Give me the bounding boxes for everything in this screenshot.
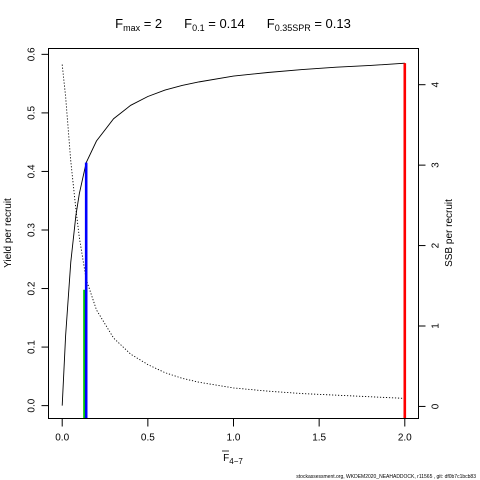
footer-note: stockassessment.org, WKDEM2020_NEAHADDOC… xyxy=(296,474,476,480)
y2-tick-label: 0 xyxy=(431,403,442,409)
title-fmax-value: = 2 xyxy=(140,16,162,31)
title-f035-value: = 0.13 xyxy=(311,16,351,31)
y2-tick-label: 2 xyxy=(431,242,442,248)
x-tick-label: 1.0 xyxy=(227,433,241,444)
y-axis-title: Yield per recruit xyxy=(3,198,14,268)
y-tick-label: 0.1 xyxy=(27,340,38,354)
yield-per-recruit-line xyxy=(61,62,405,406)
title-f01-sub: 0.1 xyxy=(192,23,205,33)
x-tick-label: 1.5 xyxy=(312,433,326,444)
data-layer xyxy=(61,62,407,419)
x-axis-title-main: F xyxy=(223,453,229,464)
x-axis-title: F4−7 xyxy=(223,453,243,466)
chart-title: Fmax = 2 F0.1 = 0.14 F0.35SPR = 0.13 xyxy=(115,16,351,33)
y-tick-label: 0.0 xyxy=(27,398,38,412)
y-tick-label: 0.3 xyxy=(27,223,38,237)
title-f01-value: = 0.14 xyxy=(205,16,245,31)
y2-axis-title: SSB per recruit xyxy=(444,199,455,267)
y-tick-label: 0.4 xyxy=(27,164,38,178)
y-axis-right: 0 1 2 3 4 xyxy=(418,81,442,409)
x-tick-label: 0.5 xyxy=(141,433,155,444)
y2-tick-label: 4 xyxy=(431,81,442,87)
y-tick-label: 0.2 xyxy=(27,281,38,295)
x-axis: 0.0 0.5 1.0 1.5 2.0 xyxy=(55,418,412,444)
y-tick-label: 0.6 xyxy=(27,47,38,61)
y2-tick-label: 1 xyxy=(431,323,442,329)
x-tick-label: 2.0 xyxy=(398,433,412,444)
y-axis-left: 0.0 0.1 0.2 0.3 0.4 0.5 0.6 xyxy=(27,47,49,413)
title-fmax-sub: max xyxy=(123,23,141,33)
plot-frame xyxy=(48,48,419,419)
x-tick-label: 0.0 xyxy=(55,433,69,444)
ssb-per-recruit-line xyxy=(61,64,405,399)
y-tick-label: 0.5 xyxy=(27,106,38,120)
title-fmax-label: F xyxy=(115,16,123,31)
y2-tick-label: 3 xyxy=(431,162,442,168)
x-axis-title-sub: 4−7 xyxy=(229,457,243,466)
title-f035-sub: 0.35SPR xyxy=(275,23,312,33)
